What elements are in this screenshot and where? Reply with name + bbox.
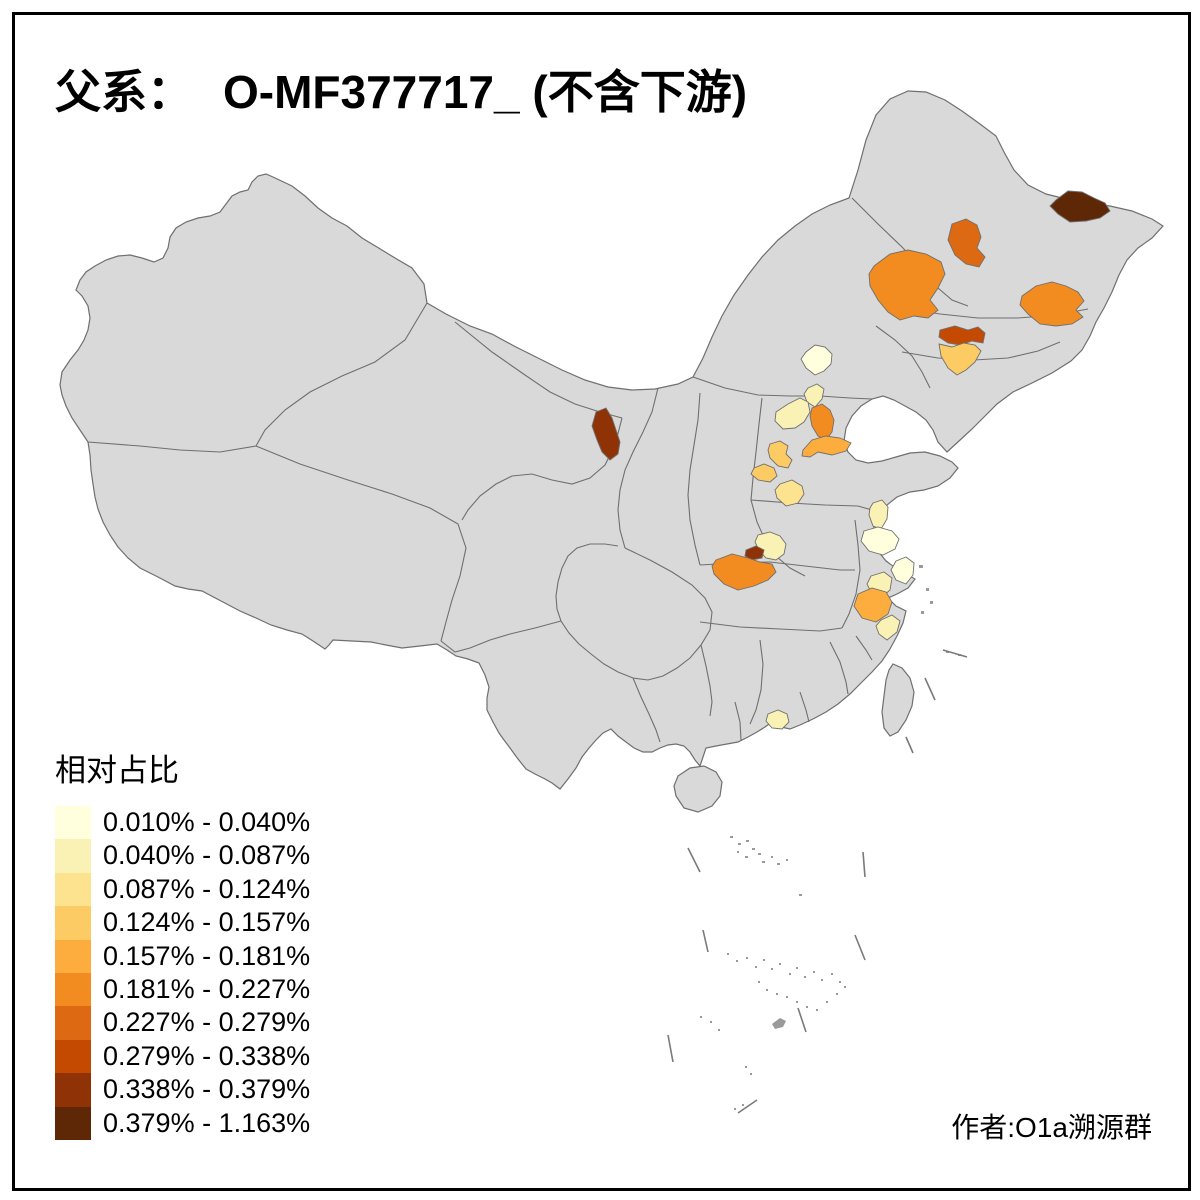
legend-row: 0.087% - 0.124% [55,872,311,907]
legend-row: 0.181% - 0.227% [55,972,311,1007]
region-r2 [947,218,986,268]
hainan-island [673,765,723,813]
legend-range-label: 0.227% - 0.279% [103,1007,311,1038]
region-r18 [744,545,765,561]
legend: 相对占比 0.010% - 0.040% 0.040% - 0.087% 0.0… [55,745,310,1140]
legend-entries: 0.010% - 0.040% 0.040% - 0.087% 0.087% -… [55,806,310,1140]
legend-swatch [55,872,91,907]
legend-row: 0.279% - 0.338% [55,1039,311,1074]
title-value: O-MF377717_ (不含下游) [223,66,748,118]
legend-range-label: 0.379% - 1.163% [103,1107,311,1138]
legend-swatch [55,1106,91,1140]
legend-row: 0.040% - 0.087% [55,839,311,873]
region-r6 [938,342,982,376]
legend-range-label: 0.338% - 0.379% [103,1074,311,1105]
attribution: 作者:O1a溯源群 [951,1112,1152,1143]
region-r21 [860,526,900,556]
region-r14 [774,479,805,507]
legend-row: 0.157% - 0.181% [55,939,311,973]
legend-swatch [55,972,91,1007]
region-r9 [774,397,811,430]
region-r7 [800,344,833,376]
title-prefix: 父系： [55,66,193,118]
legend-range-label: 0.279% - 0.338% [103,1040,311,1071]
legend-swatch [55,906,91,940]
region-r13 [750,463,778,483]
region-r12 [767,440,793,469]
south-china-sea-islands [700,836,846,1110]
legend-range-label: 0.124% - 0.157% [103,907,311,938]
page-title: 父系： O-MF377717_ (不含下游) [55,56,747,122]
legend-title: 相对占比 [55,753,179,788]
legend-row: 0.124% - 0.157% [55,906,311,940]
legend-range-label: 0.087% - 0.124% [103,873,311,904]
legend-swatch [55,839,91,873]
coastal-islands [919,565,961,656]
region-r11 [801,435,852,458]
legend-range-label: 0.181% - 0.227% [103,973,311,1004]
legend-row: 0.227% - 0.279% [55,1006,311,1040]
legend-range-label: 0.040% - 0.087% [103,840,311,871]
region-r22 [890,556,915,585]
colored-regions [591,190,1111,730]
legend-row: 0.379% - 1.163% [55,1106,311,1140]
region-r3 [868,249,946,321]
nine-dash-line [667,649,968,1114]
region-r4 [1019,281,1085,327]
region-r19 [711,553,777,591]
legend-swatch [55,1073,91,1107]
legend-row: 0.338% - 0.379% [55,1073,311,1107]
legend-swatch [55,1039,91,1074]
legend-swatch [55,1006,91,1040]
region-r26 [765,709,790,730]
region-r5 [938,325,986,346]
region-r16 [591,407,621,461]
legend-row: 0.010% - 0.040% [55,806,311,840]
legend-range-label: 0.157% - 0.181% [103,940,311,971]
legend-range-label: 0.010% - 0.040% [103,807,311,837]
taiwan-island [881,663,915,737]
region-r25 [875,614,901,641]
legend-swatch [55,939,91,973]
region-r1 [1049,190,1111,223]
region-r24 [853,587,893,623]
legend-swatch [55,806,91,840]
region-r8 [803,383,825,408]
